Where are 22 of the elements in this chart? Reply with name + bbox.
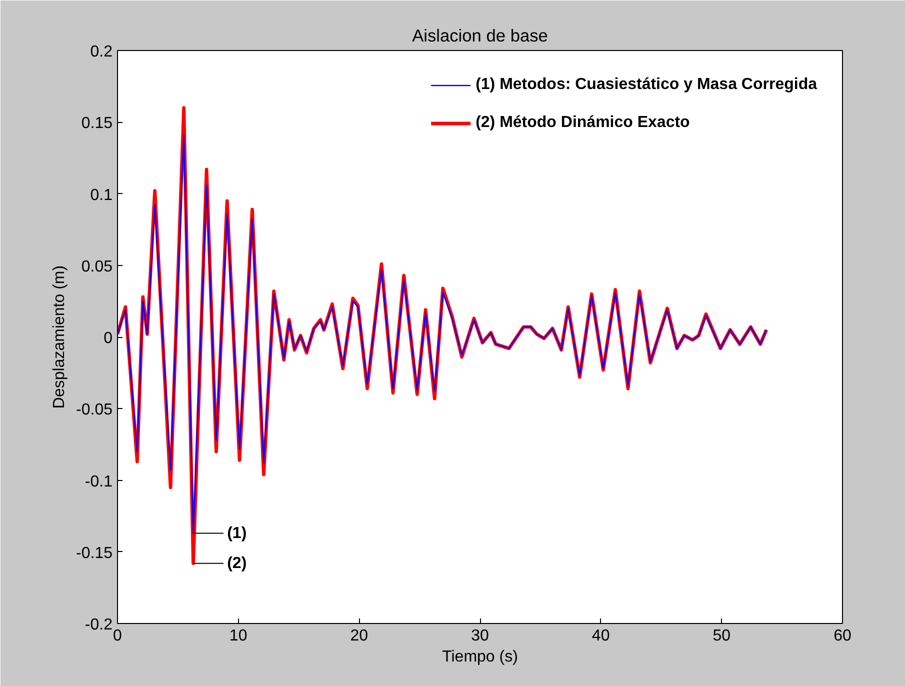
y-tick-label: 0.2 xyxy=(90,44,113,60)
y-tick-label: -0.15 xyxy=(76,544,113,562)
legend-label: (1) Metodos: Cuasiestático y Masa Corregida xyxy=(476,76,817,94)
x-tick-label: 10 xyxy=(229,628,248,644)
x-tick-label: 50 xyxy=(712,628,731,644)
x-axis-title: Tiempo (s) xyxy=(442,648,518,666)
y-tick-label: -0.1 xyxy=(84,473,113,490)
y-tick-label: 0.15 xyxy=(81,115,113,132)
y-tick-label: 0 xyxy=(104,330,113,347)
y-tick-label: -0.2 xyxy=(84,616,113,634)
x-tick-label: 60 xyxy=(834,628,852,644)
y-tick-label: -0.05 xyxy=(76,402,113,419)
x-tick-label: 40 xyxy=(592,628,610,644)
x-tick-label: 20 xyxy=(350,628,368,644)
y-tick-label: 0.05 xyxy=(81,258,113,276)
y-tick-label: 0.1 xyxy=(90,186,113,204)
legend-label: (2) Método Dinámico Exacto xyxy=(476,114,690,132)
x-tick-label: 30 xyxy=(471,628,489,644)
y-axis-title: Desplazamiento (m) xyxy=(51,265,68,409)
chart-title: Aislacion de base xyxy=(412,26,548,46)
annotation: (1) xyxy=(227,524,247,542)
annotation: (2) xyxy=(227,554,247,572)
